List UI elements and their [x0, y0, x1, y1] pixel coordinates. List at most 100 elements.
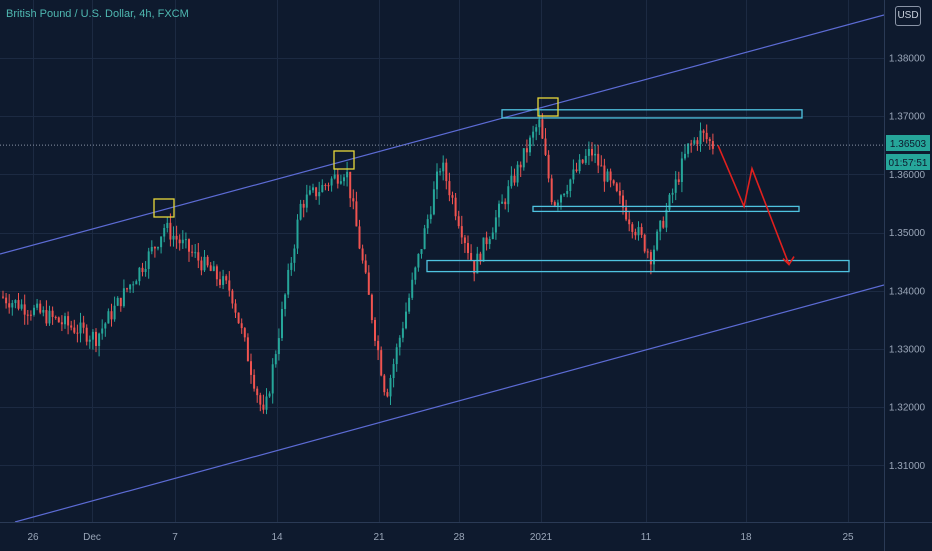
- time-tick-label: 25: [842, 532, 854, 543]
- candle-body: [91, 331, 94, 340]
- candle-body: [482, 237, 485, 262]
- bar-countdown-label: 01:57:51: [889, 158, 928, 169]
- candle-body: [454, 197, 457, 217]
- candle-body: [36, 303, 39, 308]
- candle-body: [268, 393, 271, 397]
- candle-body: [200, 260, 203, 271]
- channel-upper-trendline[interactable]: [0, 14, 884, 255]
- candle-body: [665, 209, 668, 228]
- candle-body: [553, 202, 556, 206]
- chart-symbol-title[interactable]: British Pound / U.S. Dollar, 4h, FXCM: [6, 8, 189, 20]
- candle-body: [448, 181, 451, 196]
- swing-high-marker-2[interactable]: [333, 150, 355, 170]
- channel-lower-trendline[interactable]: [14, 284, 884, 522]
- candle-body: [643, 234, 646, 252]
- candle-body: [42, 309, 45, 313]
- candle-body: [358, 226, 361, 249]
- candle-body: [649, 252, 652, 265]
- candle-body: [70, 325, 73, 328]
- candle-body: [2, 296, 4, 298]
- candle-body: [556, 202, 559, 206]
- candle-body: [231, 290, 234, 304]
- candle-body: [277, 338, 280, 355]
- candle-body: [476, 253, 479, 274]
- candle-body: [181, 239, 184, 244]
- candle-body: [389, 378, 392, 397]
- candle-body: [144, 268, 147, 273]
- candle-body: [653, 249, 655, 265]
- candle-body: [395, 347, 398, 365]
- candle-body: [98, 333, 101, 346]
- candle-body: [612, 180, 615, 184]
- candle-body: [206, 256, 209, 266]
- time-axis[interactable]: [0, 522, 884, 551]
- projection-arrow[interactable]: [717, 144, 790, 265]
- swing-high-marker-1[interactable]: [153, 198, 175, 218]
- candle-body: [597, 153, 600, 166]
- candle-body: [349, 171, 352, 199]
- candle-body: [519, 164, 522, 168]
- candle-body: [184, 239, 187, 241]
- candle-body: [17, 300, 20, 309]
- resistance-zone[interactable]: [501, 109, 803, 119]
- swing-high-marker-3[interactable]: [537, 97, 559, 117]
- candle-body: [172, 235, 175, 240]
- candle-body: [76, 332, 79, 334]
- candle-body: [485, 237, 488, 245]
- candle-body: [141, 267, 144, 273]
- candle-body: [85, 327, 88, 342]
- candle-body: [274, 354, 277, 365]
- candle-body: [591, 148, 593, 156]
- candle-body: [680, 158, 683, 183]
- candle-body: [135, 281, 138, 285]
- candle-body: [315, 187, 318, 197]
- candle-body: [281, 309, 283, 339]
- candle-body: [33, 307, 35, 315]
- candle-body: [107, 311, 110, 324]
- candle-body: [584, 155, 587, 163]
- lower-support-zone[interactable]: [426, 259, 850, 273]
- candle-body: [532, 131, 535, 138]
- candle-body: [305, 194, 308, 208]
- candle-body: [538, 119, 541, 128]
- candle-body: [513, 175, 516, 183]
- candle-body: [687, 143, 690, 154]
- candle-body: [414, 267, 417, 280]
- candle-body: [222, 276, 225, 285]
- candle-body: [405, 311, 407, 329]
- time-tick-label: 7: [172, 532, 178, 543]
- candle-body: [504, 201, 507, 205]
- candle-body: [420, 249, 423, 254]
- candle-body: [563, 193, 566, 196]
- candle-body: [265, 396, 268, 410]
- price-axis[interactable]: [884, 0, 932, 522]
- mid-support-zone[interactable]: [532, 205, 800, 213]
- candle-body: [110, 311, 113, 320]
- candle-body: [606, 171, 609, 182]
- candle-body: [516, 164, 519, 183]
- candle-body: [259, 395, 262, 405]
- candle-body: [467, 243, 469, 254]
- candle-body: [113, 305, 116, 320]
- candle-body: [457, 216, 460, 227]
- candle-body: [659, 220, 662, 232]
- candle-body: [525, 148, 528, 153]
- candle-body: [203, 256, 206, 271]
- candle-body: [501, 201, 504, 204]
- current-price-label: 1.36503: [890, 139, 927, 150]
- candle-body: [88, 339, 91, 342]
- candle-body: [587, 148, 590, 156]
- candle-body: [634, 231, 637, 236]
- candle-body: [73, 327, 76, 333]
- price-tick-label: 1.35000: [889, 228, 926, 239]
- candle-body: [138, 267, 141, 282]
- candle-body: [129, 284, 132, 290]
- price-tick-labels: 1.38000 1.37000 1.36000 1.35000 1.34000 1.330…: [889, 54, 926, 472]
- candle-body: [479, 253, 482, 262]
- currency-button[interactable]: USD: [895, 6, 921, 26]
- candle-body: [364, 260, 367, 273]
- candle-body: [628, 219, 631, 225]
- time-tick-label: 14: [271, 532, 283, 543]
